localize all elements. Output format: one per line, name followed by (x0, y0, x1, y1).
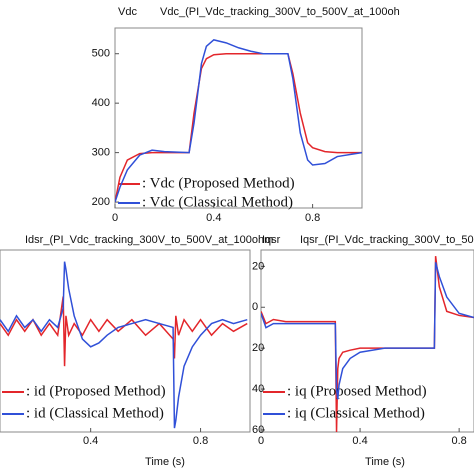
series-line (115, 39, 362, 203)
signal-label: Vdc (118, 6, 137, 18)
y-tick-label: 60 (252, 424, 264, 436)
legend-label: : Vdc (Proposed Method) (142, 175, 295, 191)
chart-title: Iqsr_(PI_Vdc_tracking_300V_to_500V_ (300, 234, 474, 246)
legend-label: : iq (Classical Method) (287, 405, 425, 421)
chart-title: Idsr_(PI_Vdc_tracking_300V_to_500V_at_10… (25, 234, 273, 246)
y-tick-label: 300 (92, 147, 110, 159)
y-tick-label: 20 (252, 342, 264, 354)
series-line (0, 296, 248, 367)
legend-label: : iq (Proposed Method) (287, 383, 427, 399)
x-tick-label: 0.8 (193, 435, 208, 447)
legend-label: : id (Proposed Method) (26, 383, 166, 399)
y-tick-label: 200 (92, 196, 110, 208)
plot-area (0, 249, 251, 433)
x-tick-label: 0.4 (83, 435, 98, 447)
x-tick-label: 0 (258, 435, 264, 447)
x-tick-label: 0.4 (352, 435, 367, 447)
x-tick-label: 0 (112, 212, 118, 224)
series-line (115, 52, 362, 203)
y-tick-label: 500 (92, 48, 110, 60)
plot-area (114, 27, 363, 209)
y-tick-label: 400 (92, 97, 110, 109)
y-tick-label: 0 (252, 301, 258, 313)
y-tick-label: 20 (252, 260, 264, 272)
x-tick-label: 0.8 (305, 212, 320, 224)
chart-title: Vdc_(PI_Vdc_tracking_300V_to_500V_at_100… (160, 6, 400, 18)
legend-label: : id (Classical Method) (26, 405, 164, 421)
signal-label: Iqsr (262, 234, 281, 246)
x-axis-label: Time (s) (365, 456, 405, 468)
series-line (0, 261, 248, 429)
x-tick-label: 0.8 (451, 435, 466, 447)
x-axis-label: Time (s) (145, 456, 185, 468)
y-tick-label: 40 (252, 383, 264, 395)
series-line (261, 262, 474, 400)
x-tick-label: 0.4 (206, 212, 221, 224)
series-line (261, 256, 474, 432)
legend-label: : Vdc (Classical Method) (142, 194, 293, 210)
